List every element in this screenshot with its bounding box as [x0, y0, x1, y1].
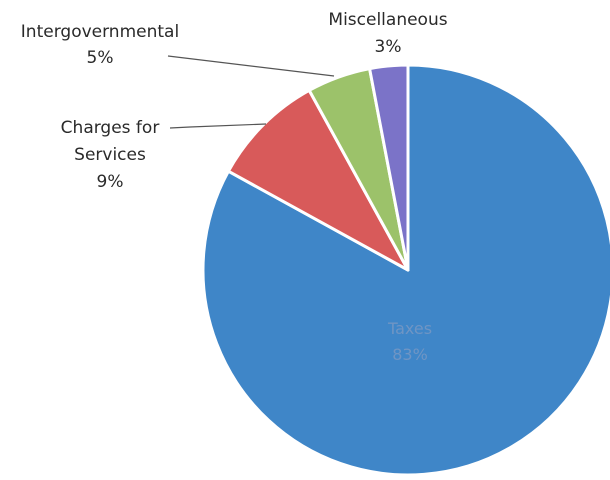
leader-line-intergovernmental: [167, 55, 335, 77]
leader-line-charges-for-services: [169, 123, 267, 129]
slice-label-miscellaneous: Miscellaneous 3%: [328, 10, 447, 57]
pie-slices: [201, 63, 610, 477]
slice-label-intergovernmental: Intergovernmental 5%: [21, 22, 179, 68]
pie-slice-miscellaneous: [368, 63, 410, 272]
pie-labels: Taxes 83% Charges for Services 9% Intergovern…: [21, 10, 448, 364]
slice-label-charges-for-services: Charges for Services 9%: [61, 118, 160, 192]
slice-label-taxes: Taxes 83%: [387, 319, 432, 364]
pie-slice-charges-for-services: [226, 88, 410, 272]
